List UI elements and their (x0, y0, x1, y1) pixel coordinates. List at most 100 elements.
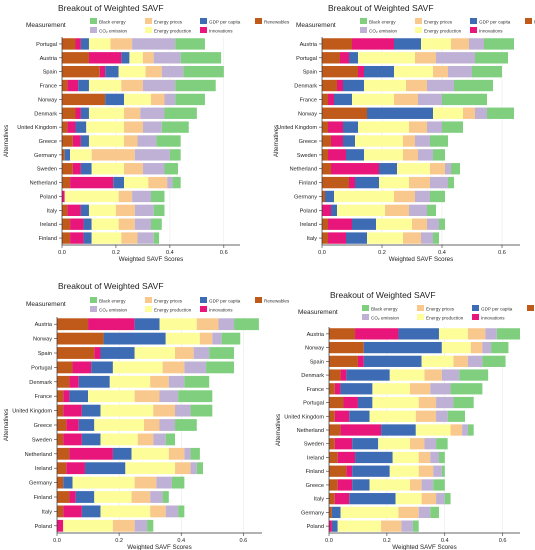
bar-segment (322, 93, 328, 106)
bar-segment (162, 491, 169, 503)
legend-swatch-black-energy (360, 18, 367, 24)
y-tick-label: Poland (35, 524, 52, 530)
bar-segment (83, 232, 92, 244)
bar-segment (427, 79, 454, 92)
bar-segment (451, 163, 460, 175)
bar-segment (410, 479, 422, 491)
y-tick-label: United Kingdom (284, 414, 324, 420)
bar-segment (83, 218, 92, 230)
bar-segment (355, 451, 393, 464)
bar-segment (447, 410, 466, 422)
bar-segment (171, 476, 185, 489)
bar-segment (190, 462, 197, 475)
y-tick-label: Italy (314, 497, 324, 503)
bar-segment (57, 404, 64, 417)
legend-swatch-co2-emission (360, 27, 367, 33)
bar-segment (63, 476, 73, 489)
y-tick-label: France (300, 97, 317, 103)
bar-segment (134, 476, 157, 489)
bar-segment (62, 52, 89, 64)
bar-segment (364, 149, 403, 161)
bar-segment (167, 176, 173, 189)
bar-segment (131, 447, 169, 460)
y-tick-label: Portugal (296, 56, 317, 62)
legend-swatch-renewables (527, 305, 534, 311)
bar-segment (334, 438, 353, 450)
bar-segment (358, 121, 409, 133)
bar-segment (62, 163, 73, 175)
y-tick-label: Austria (307, 332, 325, 338)
bar-segment (88, 79, 122, 92)
bar-segment (72, 163, 81, 175)
bar-segment (430, 176, 448, 189)
bar-segment (325, 190, 334, 203)
bar-segment (329, 451, 338, 464)
bar-segment (118, 190, 133, 203)
bar-segment (329, 438, 335, 450)
y-tick-label: Finland (299, 181, 317, 187)
bar-segment (358, 52, 415, 64)
y-tick-label: United Kingdom (277, 125, 317, 131)
bar-segment (349, 410, 370, 422)
legend-swatch-energy-production (145, 306, 152, 312)
bar-segment (64, 149, 71, 161)
y-tick-label: Ireland (307, 455, 324, 461)
bar-segment (161, 121, 189, 133)
bar-segment (322, 190, 325, 203)
bar-segment (151, 93, 165, 106)
bar-segment (418, 451, 431, 464)
legend-swatch-renewables (255, 297, 262, 303)
bar-segment (88, 135, 125, 147)
bar-segment (436, 410, 448, 422)
bar-segment (398, 506, 419, 519)
bar-segment (403, 149, 418, 161)
bar-segment (57, 347, 95, 359)
bar-segment (441, 369, 460, 381)
bar-segment (389, 369, 425, 381)
bar-segment (234, 318, 259, 331)
bar-segment (378, 438, 411, 450)
bar-segment (62, 232, 71, 244)
bar-segment (164, 163, 178, 175)
bar-segment (184, 361, 207, 374)
bar-segment (454, 79, 493, 92)
bar-segment (453, 355, 468, 367)
y-tick-label: Austria (300, 42, 318, 48)
bar-segment (57, 318, 89, 331)
bar-segment (436, 396, 454, 409)
y-tick-label: Germany (29, 481, 52, 487)
bar-segment (451, 38, 469, 50)
bar-segment (322, 65, 358, 78)
bar-segment (69, 390, 89, 403)
bar-segment (329, 465, 347, 477)
bar-segment (81, 404, 101, 417)
bar-segment (441, 465, 445, 477)
bar-segment (438, 451, 445, 464)
bar-segment (57, 361, 73, 374)
legend-label: Innovations (479, 29, 503, 34)
bar-segment (178, 390, 213, 403)
y-tick-label: Portugal (303, 401, 324, 407)
bar-segment (196, 318, 219, 331)
y-tick-label: Denmark (29, 380, 52, 386)
legend-label: Energy production (426, 316, 464, 321)
bar-segment (355, 328, 399, 340)
y-tick-label: Austria (40, 56, 58, 62)
bar-segment (450, 424, 463, 436)
bar-segment (329, 479, 338, 491)
legend-title: Measurement (298, 309, 338, 316)
bar-segment (394, 93, 418, 106)
bar-segment (394, 65, 433, 78)
legend-label: CO₂ emission (99, 308, 128, 313)
bar-segment (334, 190, 394, 203)
bar-segment (88, 52, 122, 64)
y-tick-label: Norway (298, 111, 317, 117)
bar-segment (118, 218, 135, 230)
bar-segment (134, 149, 170, 161)
bar-segment (57, 491, 70, 503)
bar-segment (328, 93, 334, 106)
legend-swatch-energy-production (415, 27, 422, 33)
bar-segment (196, 462, 203, 475)
bar-segment (175, 93, 205, 106)
bar-segment (124, 163, 143, 175)
